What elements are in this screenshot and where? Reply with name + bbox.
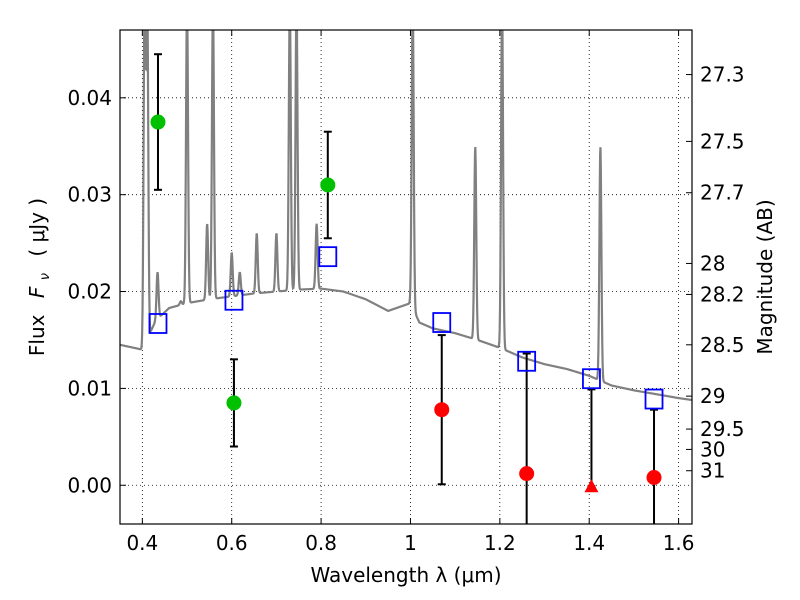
y-axis-label-units: ( μJy ) (25, 198, 49, 257)
y-axis-label-flux: Flux (25, 314, 49, 356)
x-tick-label-6: 1.6 (663, 531, 695, 555)
y-tick-label-2: 0.02 (67, 280, 112, 304)
magnitude-tick-label-4: 28.2 (700, 282, 745, 306)
model-point-2 (318, 246, 338, 268)
x-tick-label-4: 1.2 (484, 531, 516, 555)
data-point-1-2 (646, 470, 662, 486)
magnitude-tick-label-8: 30 (700, 437, 725, 461)
y-tick-label-1: 0.01 (67, 376, 112, 400)
data-point-1-1 (519, 466, 535, 482)
magnitude-tick-label-7: 29.5 (700, 417, 745, 441)
y-axis-label-subscript: ν (38, 273, 53, 280)
data-point-0-1 (226, 395, 242, 411)
x-tick-label-3: 1 (404, 531, 417, 555)
data-point-1-0 (434, 402, 450, 418)
magnitude-tick-label-5: 28.5 (700, 333, 745, 357)
y-axis-label-symbol: F (25, 286, 49, 298)
points-layer (148, 53, 664, 524)
magnitude-tick-label-9: 31 (700, 459, 725, 483)
model-point-3 (432, 312, 452, 333)
spectrum-line (120, 30, 692, 402)
model-point-4 (517, 350, 537, 372)
y-tick-label-0: 0.00 (67, 473, 112, 497)
magnitude-tick-label-1: 27.5 (700, 129, 745, 153)
y-tick-label-4: 0.04 (67, 86, 112, 110)
axes-layer: 0.4 0.6 0.8 1 1.2 1.4 1.6 0.00 0.01 0.02 0.03 0.04 2… (67, 29, 745, 555)
magnitude-axis-label: Magnitude (AB) (753, 199, 777, 354)
y-tick-label-3: 0.03 (67, 183, 112, 207)
magnitude-tick-label-3: 28 (700, 251, 725, 275)
magnitude-tick-label-0: 27.3 (700, 63, 745, 87)
x-tick-label-0: 0.4 (126, 531, 158, 555)
x-tick-label-1: 0.6 (216, 531, 248, 555)
x-tick-label-2: 0.8 (305, 531, 337, 555)
model-point-0 (148, 313, 168, 334)
x-axis-label: Wavelength λ (μm) (310, 563, 501, 587)
magnitude-tick-label-2: 27.7 (700, 181, 745, 205)
y-axis-label: Flux F ν ( μJy ) (25, 198, 54, 356)
model-point-5 (582, 368, 601, 390)
magnitude-tick-label-6: 29 (700, 384, 725, 408)
upper-limit-point-0 (584, 479, 599, 493)
x-tick-label-5: 1.4 (573, 531, 605, 555)
model-point-6 (644, 388, 664, 410)
plot-frame (119, 29, 693, 525)
data-point-0-0 (150, 114, 166, 130)
data-point-0-2 (320, 177, 336, 193)
model-point-1 (224, 289, 244, 311)
spectrum-layer (120, 30, 692, 402)
